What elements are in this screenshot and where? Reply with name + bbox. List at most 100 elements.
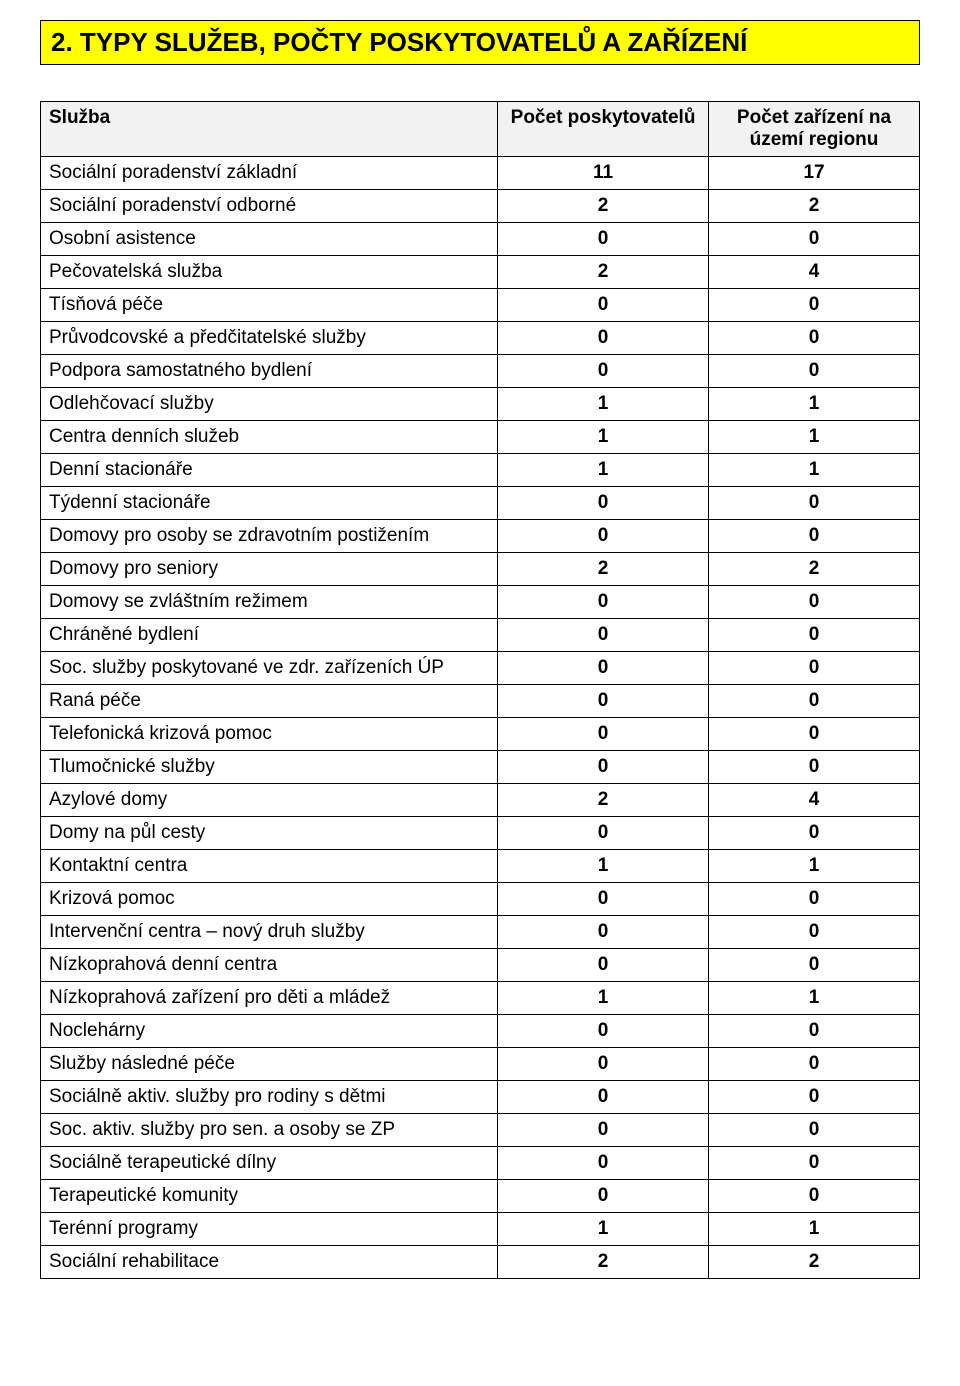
table-row: Pečovatelská služba24 [41,256,920,289]
service-label: Denní stacionáře [41,454,498,487]
col-header-service: Služba [41,102,498,157]
providers-value: 2 [498,553,709,586]
table-row: Noclehárny00 [41,1015,920,1048]
providers-value: 0 [498,586,709,619]
table-row: Domovy pro seniory22 [41,553,920,586]
service-label: Terénní programy [41,1213,498,1246]
facilities-value: 0 [709,586,920,619]
table-row: Služby následné péče00 [41,1048,920,1081]
facilities-value: 0 [709,883,920,916]
table-row: Tlumočnické služby00 [41,751,920,784]
services-table: Služba Počet poskytovatelů Počet zařízen… [40,101,920,1279]
table-row: Raná péče00 [41,685,920,718]
table-row: Soc. služby poskytované ve zdr. zařízení… [41,652,920,685]
service-label: Tísňová péče [41,289,498,322]
providers-value: 2 [498,1246,709,1279]
facilities-value: 0 [709,487,920,520]
section-heading: 2. TYPY SLUŽEB, POČTY POSKYTOVATELŮ A ZA… [40,20,920,65]
facilities-value: 0 [709,949,920,982]
facilities-value: 0 [709,1147,920,1180]
providers-value: 0 [498,355,709,388]
providers-value: 1 [498,454,709,487]
service-label: Soc. aktiv. služby pro sen. a osoby se Z… [41,1114,498,1147]
providers-value: 1 [498,1213,709,1246]
service-label: Soc. služby poskytované ve zdr. zařízení… [41,652,498,685]
facilities-value: 1 [709,982,920,1015]
table-row: Nízkoprahová denní centra00 [41,949,920,982]
providers-value: 2 [498,190,709,223]
service-label: Sociální poradenství odborné [41,190,498,223]
providers-value: 0 [498,883,709,916]
facilities-value: 0 [709,718,920,751]
table-row: Tísňová péče00 [41,289,920,322]
facilities-value: 2 [709,553,920,586]
facilities-value: 0 [709,1081,920,1114]
service-label: Nízkoprahová zařízení pro děti a mládež [41,982,498,1015]
service-label: Sociální rehabilitace [41,1246,498,1279]
providers-value: 0 [498,322,709,355]
providers-value: 0 [498,1081,709,1114]
facilities-value: 0 [709,817,920,850]
table-row: Průvodcovské a předčitatelské služby00 [41,322,920,355]
table-row: Krizová pomoc00 [41,883,920,916]
service-label: Podpora samostatného bydlení [41,355,498,388]
facilities-value: 0 [709,1114,920,1147]
providers-value: 2 [498,256,709,289]
table-row: Sociálně terapeutické dílny00 [41,1147,920,1180]
table-row: Terapeutické komunity00 [41,1180,920,1213]
providers-value: 0 [498,652,709,685]
service-label: Terapeutické komunity [41,1180,498,1213]
table-row: Sociálně aktiv. služby pro rodiny s dětm… [41,1081,920,1114]
service-label: Chráněné bydlení [41,619,498,652]
facilities-value: 0 [709,1015,920,1048]
service-label: Noclehárny [41,1015,498,1048]
facilities-value: 0 [709,289,920,322]
facilities-value: 17 [709,157,920,190]
providers-value: 1 [498,388,709,421]
table-row: Osobní asistence00 [41,223,920,256]
table-row: Chráněné bydlení00 [41,619,920,652]
facilities-value: 4 [709,784,920,817]
service-label: Sociálně aktiv. služby pro rodiny s dětm… [41,1081,498,1114]
service-label: Domovy se zvláštním režimem [41,586,498,619]
table-row: Sociální poradenství odborné22 [41,190,920,223]
providers-value: 0 [498,949,709,982]
service-label: Raná péče [41,685,498,718]
table-row: Domovy pro osoby se zdravotním postižení… [41,520,920,553]
service-label: Tlumočnické služby [41,751,498,784]
table-row: Terénní programy11 [41,1213,920,1246]
table-row: Podpora samostatného bydlení00 [41,355,920,388]
service-label: Intervenční centra – nový druh služby [41,916,498,949]
providers-value: 0 [498,1180,709,1213]
facilities-value: 1 [709,1213,920,1246]
facilities-value: 0 [709,355,920,388]
table-header-row: Služba Počet poskytovatelů Počet zařízen… [41,102,920,157]
service-label: Sociálně terapeutické dílny [41,1147,498,1180]
service-label: Krizová pomoc [41,883,498,916]
table-row: Sociální rehabilitace22 [41,1246,920,1279]
service-label: Centra denních služeb [41,421,498,454]
facilities-value: 0 [709,1048,920,1081]
col-header-providers: Počet poskytovatelů [498,102,709,157]
table-row: Centra denních služeb11 [41,421,920,454]
facilities-value: 0 [709,619,920,652]
providers-value: 0 [498,751,709,784]
facilities-value: 0 [709,652,920,685]
col-header-facilities: Počet zařízení na území regionu [709,102,920,157]
service-label: Služby následné péče [41,1048,498,1081]
service-label: Domy na půl cesty [41,817,498,850]
service-label: Telefonická krizová pomoc [41,718,498,751]
providers-value: 0 [498,1048,709,1081]
table-row: Soc. aktiv. služby pro sen. a osoby se Z… [41,1114,920,1147]
table-row: Nízkoprahová zařízení pro děti a mládež1… [41,982,920,1015]
service-label: Azylové domy [41,784,498,817]
facilities-value: 4 [709,256,920,289]
providers-value: 2 [498,784,709,817]
providers-value: 0 [498,1015,709,1048]
page: 2. TYPY SLUŽEB, POČTY POSKYTOVATELŮ A ZA… [0,0,960,1319]
providers-value: 1 [498,982,709,1015]
facilities-value: 0 [709,223,920,256]
facilities-value: 2 [709,190,920,223]
providers-value: 0 [498,1114,709,1147]
providers-value: 0 [498,520,709,553]
